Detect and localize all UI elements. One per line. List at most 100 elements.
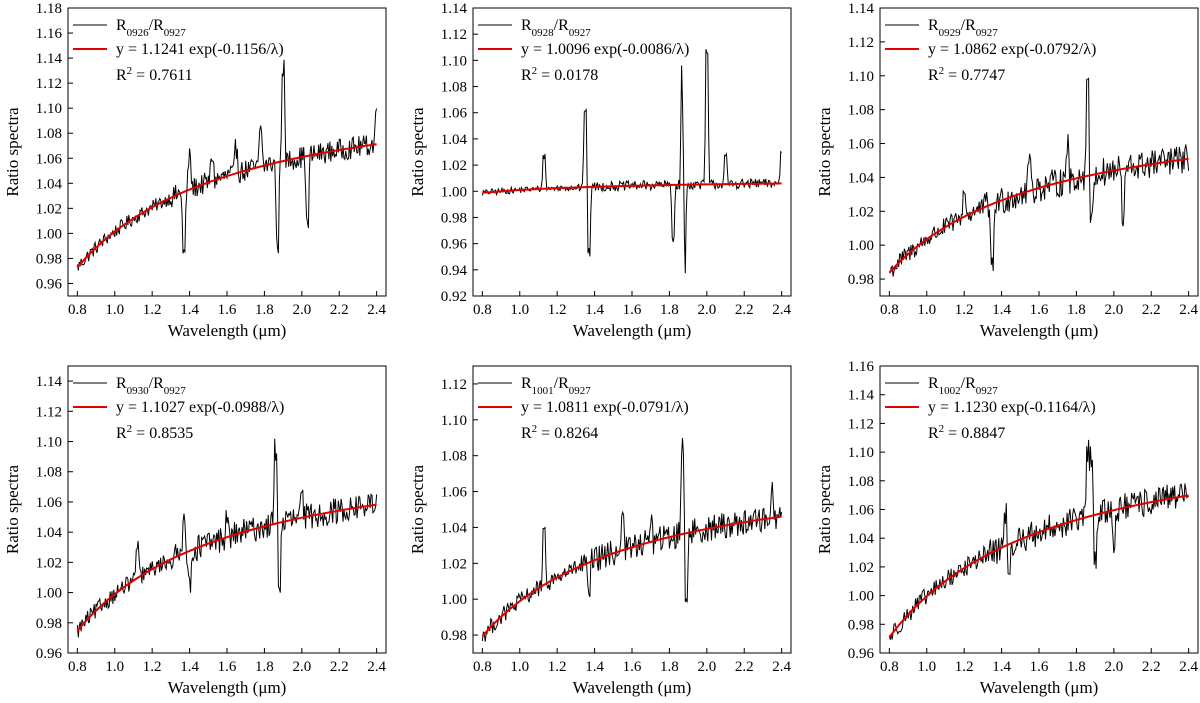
x-tick-label: 2.0 (697, 659, 716, 675)
r-squared-label: R2 = 0.8535 (116, 423, 193, 442)
x-tick-label: 0.8 (68, 659, 87, 675)
x-tick-label: 1.8 (255, 302, 274, 318)
x-tick-label: 1.0 (917, 659, 936, 675)
y-tick-label: 1.02 (36, 201, 62, 217)
x-tick-label: 1.4 (992, 302, 1011, 318)
y-tick-label: 1.06 (36, 495, 63, 511)
y-axis-label: Ratio spectra (815, 107, 834, 197)
x-tick-label: 1.2 (143, 659, 162, 675)
x-tick-label: 2.2 (330, 302, 349, 318)
y-tick-label: 1.14 (36, 374, 63, 390)
x-tick-label: 1.0 (510, 302, 529, 318)
x-tick-label: 1.0 (105, 302, 124, 318)
y-tick-label: 1.14 (441, 1, 468, 17)
legend-label-fit: y = 1.0862 exp(-0.0792/λ) (928, 41, 1096, 58)
r-squared-label: R2 = 0.0178 (521, 65, 598, 84)
y-tick-label: 1.10 (848, 69, 874, 85)
legend-label-fit: y = 1.0096 exp(-0.0086/λ) (521, 41, 689, 58)
r-squared-label: R2 = 0.8847 (928, 423, 1005, 442)
x-tick-label: 2.2 (1142, 659, 1161, 675)
x-tick-label: 2.0 (697, 302, 716, 318)
y-tick-label: 1.06 (441, 485, 468, 501)
x-tick-label: 1.0 (510, 659, 529, 675)
y-tick-label: 1.16 (36, 26, 63, 42)
x-tick-label: 1.2 (955, 302, 974, 318)
r-squared-label: R2 = 0.8264 (521, 423, 598, 442)
x-tick-label: 2.0 (292, 659, 311, 675)
x-tick-label: 2.2 (735, 659, 754, 675)
y-tick-label: 1.12 (848, 416, 874, 432)
chart-panel-4: 0.8 1.0 1.2 1.4 1.6 1.8 2.0 2.2 2.4 0.96 0.98 1.00 1… (3, 365, 387, 697)
fit-curve-line (76, 503, 377, 632)
y-tick-label: 1.12 (36, 76, 62, 92)
x-tick-label: 1.4 (585, 302, 604, 318)
y-tick-label: 1.16 (848, 359, 875, 375)
legend-label-measured: R0928/R0927 (521, 17, 591, 39)
y-tick-label: 1.12 (848, 35, 874, 51)
y-axis-label: Ratio spectra (815, 464, 834, 554)
y-axis-label: Ratio spectra (3, 107, 22, 197)
y-tick-label: 1.08 (441, 80, 467, 96)
x-tick-label: 2.4 (367, 302, 386, 318)
y-tick-label: 1.06 (848, 137, 875, 153)
y-tick-label: 1.00 (441, 184, 467, 200)
y-tick-label: 1.04 (441, 520, 468, 536)
x-tick-label: 1.6 (623, 659, 642, 675)
y-tick-label: 1.10 (848, 445, 874, 461)
y-tick-label: 0.98 (36, 616, 62, 632)
y-tick-label: 0.98 (441, 210, 467, 226)
x-tick-label: 1.2 (143, 302, 162, 318)
x-axis-label: Wavelength (μm) (168, 321, 287, 340)
r-squared-label: R2 = 0.7611 (116, 65, 193, 84)
y-tick-label: 0.96 (441, 237, 468, 253)
x-tick-label: 0.8 (880, 302, 899, 318)
x-tick-label: 1.2 (548, 659, 567, 675)
y-axis-label: Ratio spectra (408, 464, 427, 554)
x-axis-label: Wavelength (μm) (980, 321, 1099, 340)
y-tick-label: 1.14 (848, 1, 875, 17)
legend-label-fit: y = 1.1027 exp(-0.0988/λ) (116, 399, 284, 416)
y-tick-label: 1.14 (848, 388, 875, 404)
x-tick-label: 1.6 (1030, 659, 1049, 675)
y-tick-label: 1.04 (36, 176, 63, 192)
y-tick-label: 0.96 (36, 646, 63, 662)
y-tick-label: 1.00 (441, 592, 467, 608)
chart-panel-6: 0.8 1.0 1.2 1.4 1.6 1.8 2.0 2.2 2.4 0.96 0.98 1.00 1… (815, 359, 1199, 697)
y-tick-label: 1.02 (441, 556, 467, 572)
x-tick-label: 2.0 (292, 302, 311, 318)
legend-label-measured: R0930/R0927 (116, 375, 186, 397)
legend-label-fit: y = 1.1241 exp(-0.1156/λ) (116, 41, 284, 58)
y-tick-label: 1.08 (441, 449, 467, 465)
y-tick-label: 1.02 (848, 204, 874, 220)
measured-ratio-line (76, 438, 378, 638)
y-axis-label: Ratio spectra (408, 107, 427, 197)
y-tick-label: 1.00 (848, 589, 874, 605)
y-tick-label: 1.00 (36, 586, 62, 602)
fit-curve-line (482, 182, 782, 194)
x-tick-label: 0.8 (473, 302, 492, 318)
y-tick-label: 0.98 (848, 272, 874, 288)
x-tick-label: 1.4 (180, 659, 199, 675)
y-tick-label: 1.14 (36, 51, 63, 67)
x-tick-label: 1.4 (585, 659, 604, 675)
x-tick-label: 2.2 (330, 659, 349, 675)
chart-panel-1: 0.8 1.0 1.2 1.4 1.6 1.8 2.0 2.2 2.4 0.96 0.98 1.00 1… (3, 1, 387, 340)
chart-panel-3: 0.8 1.0 1.2 1.4 1.6 1.8 2.0 2.2 2.4 0.98 1.00 1.02 1… (815, 1, 1199, 340)
y-tick-label: 0.98 (36, 251, 62, 267)
y-tick-label: 0.94 (441, 263, 468, 279)
y-tick-label: 0.98 (848, 617, 874, 633)
y-tick-label: 1.10 (441, 53, 467, 69)
x-tick-label: 2.2 (735, 302, 754, 318)
y-axis-label: Ratio spectra (3, 464, 22, 554)
x-tick-label: 1.2 (548, 302, 567, 318)
y-tick-label: 1.06 (36, 151, 63, 167)
y-tick-label: 1.12 (36, 404, 62, 420)
x-tick-label: 2.4 (772, 659, 791, 675)
x-tick-label: 1.8 (1067, 659, 1086, 675)
measured-ratio-line (889, 77, 1190, 277)
x-tick-label: 1.8 (660, 302, 679, 318)
x-tick-label: 2.4 (1179, 302, 1198, 318)
x-axis-label: Wavelength (μm) (573, 321, 692, 340)
y-tick-label: 0.92 (441, 289, 467, 305)
x-tick-label: 1.6 (1030, 302, 1049, 318)
